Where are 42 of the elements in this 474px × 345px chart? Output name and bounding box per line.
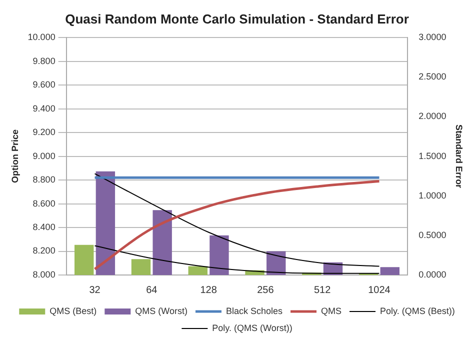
y-tick-label: 9.600	[32, 80, 56, 90]
y-tick-label: 9.800	[32, 56, 56, 66]
bar	[188, 266, 208, 275]
y-tick-label: 8.400	[32, 222, 56, 232]
x-tick-label: 64	[146, 284, 158, 296]
y-tick-label: 9.000	[32, 150, 56, 161]
x-tick-label: 32	[89, 284, 101, 296]
x-tick-label: 128	[200, 284, 218, 296]
y2-axis-title: Standard Error	[454, 124, 464, 189]
y2-tick-label: 0.0000	[418, 269, 446, 280]
chart-title: Quasi Random Monte Carlo Simulation - Standard Error	[65, 11, 409, 26]
y-tick-label: 8.600	[32, 198, 56, 208]
x-tick-label: 256	[257, 284, 274, 296]
y-tick-label: 9.400	[32, 103, 56, 114]
legend-label: QMS (Worst)	[135, 306, 188, 316]
bar	[131, 259, 151, 275]
y2-tick-label: 2.0000	[418, 111, 446, 122]
line-series	[94, 245, 380, 274]
y-tick-label: 8.000	[32, 269, 56, 280]
y-axis-title: Option Price	[10, 130, 20, 184]
y-tick-label: 10.000	[28, 32, 56, 42]
bar	[380, 267, 400, 275]
y2-tick-label: 3.0000	[418, 32, 446, 42]
y2-tick-label: 1.0000	[418, 190, 446, 200]
x-tick-label: 1024	[368, 284, 391, 296]
y-tick-label: 8.800	[32, 174, 56, 185]
x-tick-label: 512	[314, 284, 332, 296]
legend-label: QMS	[321, 306, 342, 316]
legend-label: Poly. (QMS (Best))	[380, 306, 455, 316]
bar	[266, 251, 286, 275]
legend-label: QMS (Best)	[50, 306, 97, 316]
legend-label: Black Scholes	[226, 306, 284, 316]
y-tick-label: 9.200	[32, 127, 56, 138]
bar	[96, 171, 116, 275]
bar	[74, 244, 94, 275]
y2-tick-label: 2.5000	[418, 72, 446, 82]
y2-tick-label: 1.5000	[418, 150, 446, 161]
y-tick-label: 8.200	[32, 246, 56, 256]
bar	[210, 235, 229, 275]
legend-label: Poly. (QMS (Worst))	[212, 322, 292, 333]
y2-tick-label: 0.5000	[418, 230, 446, 240]
bar	[152, 210, 172, 275]
